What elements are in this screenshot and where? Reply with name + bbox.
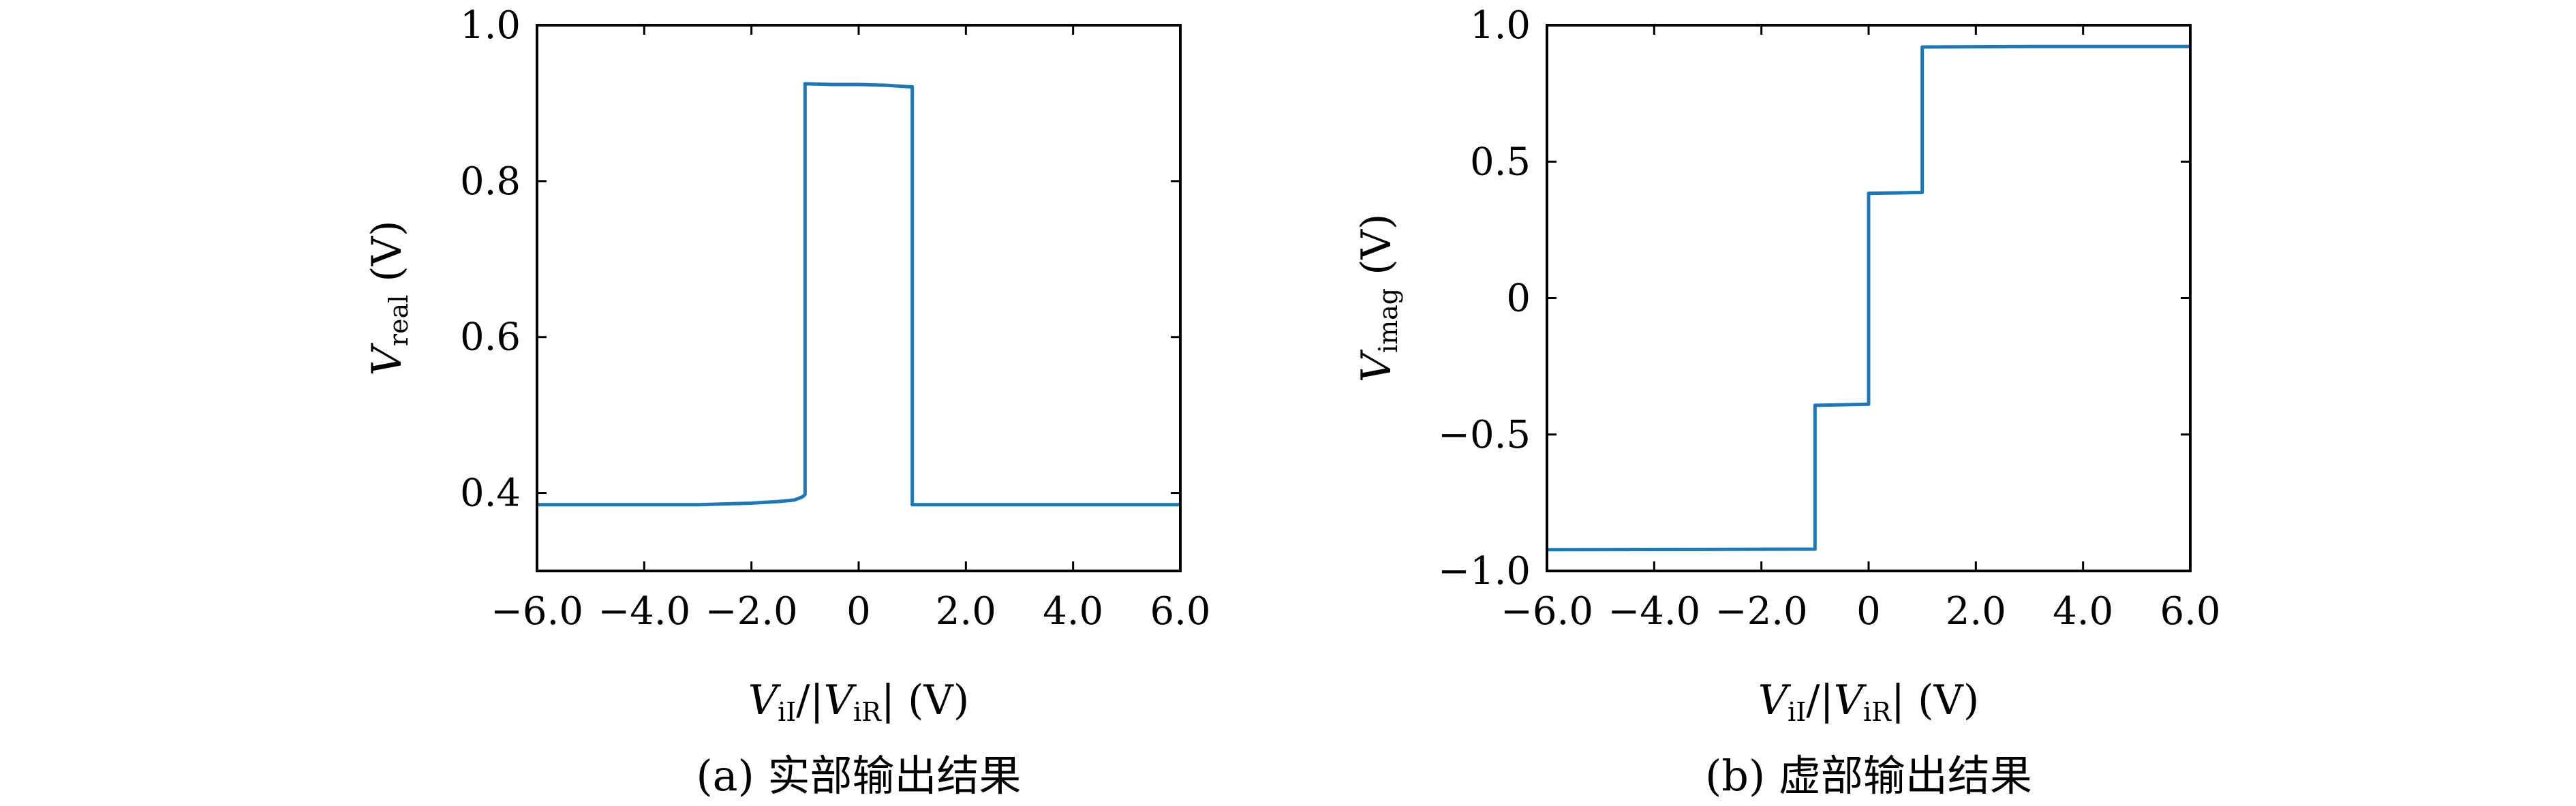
panel-b-ticks: −6.0 −4.0 −2.0 0 2.0 4.0 6.0 −1.0 −0.5 0 0.5 1.0	[1438, 3, 2221, 634]
panel-a-series-layer	[537, 82, 1180, 507]
panel-a-ticks: −6.0 −4.0 −2.0 0 2.0 4.0 6.0 0.4 0.6 0.8 1.0	[460, 3, 1211, 634]
panel-b-y-tick-label: 0.5	[1470, 140, 1531, 184]
panel-b-x-tick-label: −6.0	[1501, 589, 1593, 634]
panel-b-x-axis-label: ViI/|ViR| (V)	[1758, 677, 1980, 727]
panel-b-x-tick-label: 0	[1856, 589, 1881, 634]
panel-b-caption: (b) 虚部输出结果	[1705, 751, 2032, 801]
panel-a-x-tick-label: 6.0	[1150, 589, 1210, 634]
panel-a-x-tick-label: −4.0	[598, 589, 690, 634]
panel-a-series-line	[537, 82, 1180, 507]
panel-a-x-axis-label: ViI/|ViR| (V)	[748, 677, 970, 727]
panel-a-y-tick-label: 0.4	[460, 471, 521, 516]
panel-a-plot-frame	[536, 24, 1182, 572]
panel-b-x-tick-label: 6.0	[2160, 589, 2220, 634]
panel-b-y-tick-label: 0	[1506, 277, 1531, 321]
panel-a-x-tick-label: 2.0	[936, 589, 996, 634]
panel-a-x-tick-label: −6.0	[491, 589, 583, 634]
panel-a-y-tick-label: 0.6	[460, 315, 521, 360]
panel-b-y-tick-label: −1.0	[1438, 549, 1531, 593]
panel-a-y-tick-label: 0.8	[460, 159, 521, 204]
panel-b-y-tick-label: 1.0	[1470, 3, 1531, 48]
panel-a-y-tick-label: 1.0	[460, 3, 521, 48]
panel-a-caption: (a) 实部输出结果	[696, 751, 1021, 801]
panel-b-x-tick-label: −2.0	[1715, 589, 1808, 634]
panel-a-y-axis-label: Vreal (V)	[363, 220, 414, 375]
panel-b-imaginary-part: −6.0 −4.0 −2.0 0 2.0 4.0 6.0 −1.0 −0.5 0 0.5 1.0 Vi…	[1353, 3, 2221, 801]
panel-b-y-axis-label: Vimag (V)	[1353, 214, 1403, 383]
panel-b-x-tick-label: −4.0	[1608, 589, 1700, 634]
panel-b-x-tick-label: 2.0	[1946, 589, 2006, 634]
panel-a-x-tick-label: 4.0	[1043, 589, 1103, 634]
panel-b-series-line	[1546, 44, 2190, 552]
panel-a-real-part: −6.0 −4.0 −2.0 0 2.0 4.0 6.0 0.4 0.6 0.8 1.0 ViI/|…	[363, 3, 1211, 801]
panel-a-x-tick-label: 0	[846, 589, 871, 634]
panel-b-series-layer	[1546, 44, 2190, 552]
panel-a-x-tick-label: −2.0	[705, 589, 798, 634]
panel-b-y-tick-label: −0.5	[1438, 413, 1531, 457]
panel-b-x-tick-label: 4.0	[2053, 589, 2113, 634]
